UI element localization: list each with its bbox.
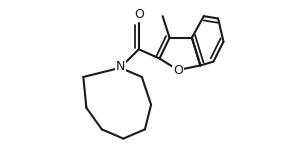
Text: O: O [173,64,183,77]
Text: O: O [134,8,144,21]
Text: N: N [116,61,125,73]
